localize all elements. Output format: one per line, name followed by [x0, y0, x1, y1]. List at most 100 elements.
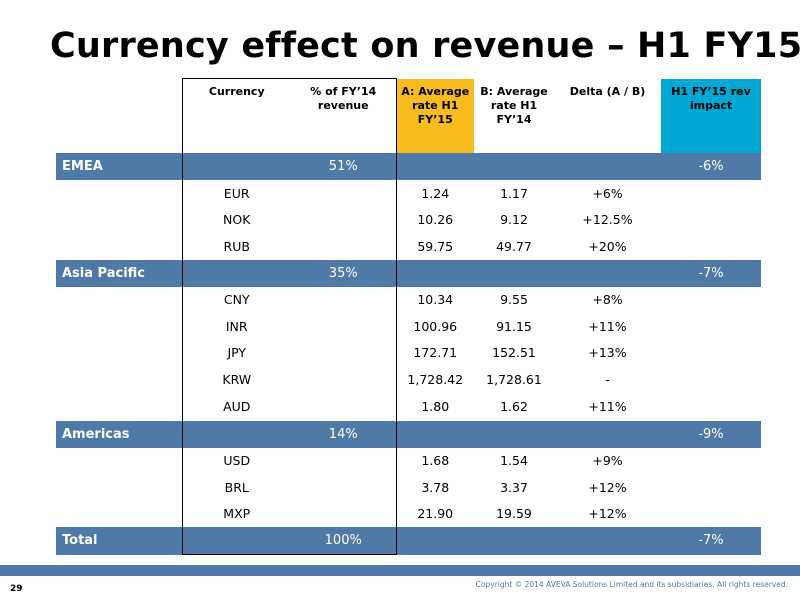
region-pct-revenue: 14%	[291, 420, 397, 448]
region-pct-revenue: 51%	[291, 153, 397, 180]
region-rev-impact: -6%	[661, 153, 761, 180]
header-avg-rate-fy15: A: Average rate H1 FY’15	[396, 78, 474, 153]
region-currency-cell	[181, 420, 291, 448]
table-header-row: Currency % of FY’14 revenue A: Average r…	[56, 78, 761, 154]
region-cell-a	[396, 420, 474, 448]
row-spacer	[56, 448, 182, 475]
region-cell-a	[396, 153, 474, 180]
currency-row: CNY 10.34 9.55 +8%	[56, 286, 761, 314]
region-row: Americas 14% -9%	[56, 420, 761, 448]
row-spacer	[56, 474, 182, 501]
pct-revenue-cell	[291, 339, 397, 366]
currency-row: KRW 1,728.42 1,728.61 -	[56, 366, 761, 393]
avg-rate-fy14: 1.62	[500, 399, 528, 414]
currency-code: AUD	[181, 392, 291, 421]
pct-revenue-cell	[291, 500, 397, 527]
avg-rate-fy15: 1,728.42	[407, 371, 464, 387]
avg-rate-fy14: 19.59	[496, 506, 532, 522]
currency-row: AUD 1.80 1.62 +11%	[56, 392, 761, 421]
currency-code: MXP	[181, 500, 291, 527]
region-currency-cell	[181, 527, 291, 555]
row-spacer	[56, 340, 182, 367]
avg-rate-fy14: 152.51	[492, 345, 536, 361]
delta-value: +9%	[592, 453, 623, 469]
currency-code: NOK	[181, 206, 291, 233]
region-name: EMEA	[56, 153, 182, 180]
pct-revenue-cell	[291, 474, 397, 501]
header-rev-impact: H1 FY’15 rev impact	[661, 78, 761, 153]
avg-rate-fy14: 1,728.61	[486, 371, 542, 387]
region-cell-b	[474, 153, 554, 180]
currency-code: RUB	[181, 233, 291, 260]
avg-rate-fy15: 100.96	[413, 318, 458, 334]
region-cell-a	[396, 259, 474, 287]
region-row: EMEA 51% -6%	[56, 153, 761, 180]
region-name: Asia Pacific	[56, 259, 182, 287]
region-rev-impact: -7%	[661, 527, 761, 555]
rev-impact-cell	[661, 501, 761, 528]
delta-value: +11%	[588, 399, 627, 414]
avg-rate-fy14: 49.77	[496, 238, 532, 254]
delta-value: +8%	[592, 292, 623, 308]
currency-code: KRW	[181, 366, 291, 393]
rev-impact-cell	[661, 340, 761, 367]
page-number: 29	[10, 584, 23, 594]
row-spacer	[56, 313, 182, 340]
rev-impact-cell	[661, 313, 761, 340]
row-spacer	[56, 287, 182, 314]
region-cell-b	[474, 420, 554, 448]
delta-value: +13%	[588, 345, 627, 361]
region-rev-impact: -9%	[661, 420, 761, 448]
avg-rate-fy15: 10.34	[417, 292, 454, 308]
avg-rate-fy14: 1.17	[500, 185, 528, 201]
pct-revenue-cell	[291, 206, 397, 233]
avg-rate-fy15: 59.75	[417, 238, 454, 254]
region-cell-delta	[554, 153, 661, 180]
pct-revenue-cell	[291, 392, 397, 421]
footer-bar	[0, 565, 800, 576]
region-pct-revenue: 100%	[291, 527, 397, 555]
currency-row: USD 1.68 1.54 +9%	[56, 447, 761, 475]
delta-value: +12%	[588, 506, 627, 522]
row-spacer	[56, 207, 182, 234]
currency-row: JPY 172.71 152.51 +13%	[56, 339, 761, 367]
currency-row: MXP 21.90 19.59 +12%	[56, 500, 761, 528]
total-row: Total 100% -7%	[56, 527, 761, 555]
avg-rate-fy15: 3.78	[421, 479, 450, 495]
header-avg-rate-fy14: B: Average rate H1 FY’14	[480, 84, 548, 126]
avg-rate-fy14: 1.54	[500, 453, 528, 469]
currency-code: JPY	[181, 339, 291, 366]
avg-rate-fy14: 9.12	[500, 212, 528, 228]
delta-value: +20%	[588, 238, 627, 254]
avg-rate-fy14: 91.15	[496, 318, 532, 334]
region-row: Asia Pacific 35% -7%	[56, 259, 761, 287]
rev-impact-cell	[661, 448, 761, 475]
avg-rate-fy15: 172.71	[413, 345, 458, 361]
region-name: Americas	[56, 420, 182, 448]
pct-revenue-cell	[291, 447, 397, 474]
region-cell-b	[474, 259, 554, 287]
rev-impact-cell	[661, 474, 761, 501]
row-spacer	[56, 366, 182, 393]
currency-row: INR 100.96 91.15 +11%	[56, 313, 761, 340]
avg-rate-fy15: 1.80	[421, 399, 450, 414]
avg-rate-fy14: 3.37	[500, 479, 528, 495]
rev-impact-cell	[661, 287, 761, 314]
avg-rate-fy15: 1.68	[421, 453, 450, 469]
rev-impact-cell	[661, 233, 761, 260]
region-cell-delta	[554, 420, 661, 448]
row-spacer	[56, 393, 182, 421]
pct-revenue-cell	[291, 313, 397, 340]
region-rev-impact: -7%	[661, 259, 761, 287]
currency-code: INR	[181, 313, 291, 340]
rev-impact-cell	[661, 207, 761, 234]
avg-rate-fy14: 9.55	[500, 292, 528, 308]
rev-impact-cell	[661, 366, 761, 393]
header-spacer	[56, 79, 182, 154]
delta-value: +6%	[592, 185, 623, 201]
slide-title: Currency effect on revenue – H1 FY15	[50, 26, 800, 66]
header-pct-fy14: % of FY’14 revenue	[291, 78, 397, 153]
currency-table: Currency % of FY’14 revenue A: Average r…	[56, 78, 762, 555]
row-spacer	[56, 501, 182, 528]
currency-code: BRL	[181, 474, 291, 501]
